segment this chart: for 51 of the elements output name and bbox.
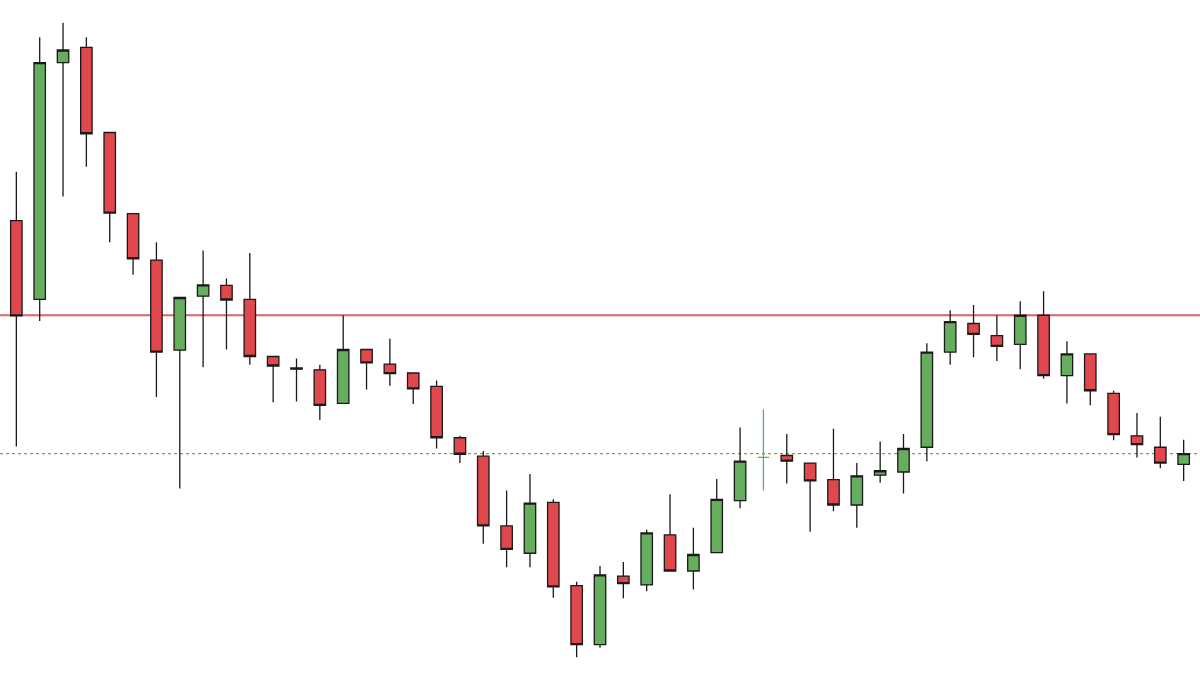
candlestick <box>803 462 817 533</box>
candlestick <box>196 249 210 368</box>
candlestick <box>827 428 840 512</box>
candlestick <box>920 342 934 462</box>
candlestick <box>313 364 327 421</box>
candlestick <box>990 314 1004 362</box>
candlestick <box>967 304 980 358</box>
candlestick <box>9 171 23 448</box>
candlestick <box>943 309 957 366</box>
candlestick <box>33 36 47 322</box>
candlestick <box>406 372 420 405</box>
candlestick <box>476 450 490 545</box>
candlestick <box>710 478 724 554</box>
candlestick <box>757 408 770 492</box>
candlestick <box>1083 353 1097 407</box>
candlestick <box>173 296 187 490</box>
candlestick <box>873 440 887 484</box>
candlestick <box>733 426 747 509</box>
candlestick <box>56 22 70 198</box>
candlestick <box>266 355 280 403</box>
candlestick <box>1130 412 1144 459</box>
candlestick <box>243 252 257 366</box>
candlestick <box>103 131 117 243</box>
candlestick <box>453 435 467 464</box>
candlestick <box>336 314 350 405</box>
candlestick <box>616 561 630 599</box>
candlestick <box>383 338 397 387</box>
candlestick <box>687 527 700 591</box>
candlestick <box>663 493 677 572</box>
candlestick <box>593 565 607 649</box>
candlestick <box>1037 290 1050 380</box>
candlestick <box>523 473 537 568</box>
candlestick <box>780 433 794 485</box>
candlestick <box>1107 390 1120 441</box>
candlestick <box>897 433 910 495</box>
candlestick <box>850 462 864 529</box>
candlestick <box>360 348 373 391</box>
candlestick <box>430 379 443 450</box>
candlestick <box>126 213 140 276</box>
candlestick <box>1153 416 1167 469</box>
candlestick <box>150 241 163 398</box>
candlestick <box>220 277 233 351</box>
candlestick <box>570 581 584 658</box>
candlestick <box>1060 340 1074 405</box>
candlestick <box>290 357 303 403</box>
candlestick <box>546 498 560 599</box>
candlestick <box>500 489 513 568</box>
candlestick <box>1177 438 1191 482</box>
candlestick <box>640 529 654 592</box>
candlestick <box>80 36 93 168</box>
candlestick <box>1013 300 1027 370</box>
